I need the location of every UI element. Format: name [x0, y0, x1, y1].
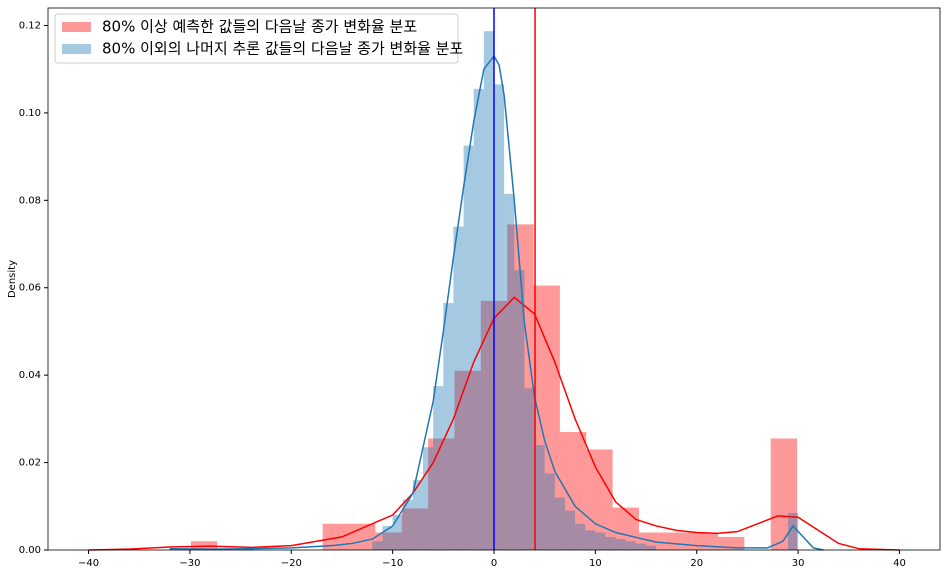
histogram-bar: [402, 499, 413, 550]
histogram-bar: [463, 145, 474, 550]
histogram-bar: [665, 532, 692, 550]
histogram-bar: [483, 31, 494, 550]
histogram-bar: [375, 532, 402, 550]
legend-swatch: [62, 44, 91, 54]
histogram-bar: [605, 536, 616, 550]
histogram-bar: [412, 480, 424, 550]
histogram-bar: [646, 545, 657, 550]
x-tick-label: −40: [78, 558, 99, 569]
histogram-bar: [770, 438, 798, 550]
histogram-bar: [454, 370, 481, 550]
legend-box: [54, 13, 459, 64]
histogram-bar: [423, 447, 434, 550]
y-tick-label: 0.02: [19, 458, 41, 469]
histogram-bar: [564, 510, 576, 550]
y-tick-label: 0.04: [19, 370, 41, 381]
kde-line: [88, 296, 900, 551]
y-axis-label: Density: [7, 260, 18, 298]
x-tick-label: 40: [893, 558, 906, 569]
histogram-bar: [625, 541, 636, 550]
y-tick-label: 0.08: [19, 195, 41, 206]
x-tick-label: −10: [382, 558, 403, 569]
histogram-bar: [443, 303, 454, 550]
y-tick-label: 0.12: [19, 20, 41, 31]
histogram-bar: [382, 525, 393, 550]
histogram-bar: [612, 507, 639, 550]
plot-frame: [47, 7, 941, 551]
histogram-bar: [595, 532, 606, 550]
x-tick-label: 0: [491, 558, 497, 569]
histogram-bar: [473, 88, 484, 550]
histogram-bar: [635, 543, 647, 550]
histogram-bar: [392, 515, 403, 550]
histogram-bar: [554, 497, 565, 550]
x-tick-label: −20: [281, 558, 302, 569]
kde-line: [169, 54, 824, 551]
histogram-bar: [615, 539, 626, 550]
y-tick-label: 0.00: [19, 545, 41, 556]
x-tick-label: 30: [792, 558, 805, 569]
x-tick-label: 10: [589, 558, 602, 569]
histogram-bar: [433, 386, 444, 550]
legend-label: 80% 이상 예측한 값들의 다음날 종가 변화율 분포: [102, 18, 417, 36]
histogram-bar: [428, 438, 455, 550]
y-tick-label: 0.06: [19, 283, 41, 294]
histogram-bar: [559, 431, 587, 550]
legend-label: 80% 이외의 나머지 추론 값들의 다음날 종가 변화율 분포: [102, 40, 463, 58]
histogram-bar: [585, 530, 596, 550]
histogram-bar: [691, 532, 719, 550]
histogram-bar: [524, 388, 535, 550]
histogram-bar: [504, 193, 515, 551]
histogram-bar: [787, 512, 799, 550]
histogram-bar: [575, 523, 586, 550]
histogram-bar: [372, 541, 383, 550]
histogram-bar: [586, 449, 613, 550]
histogram-bar: [401, 508, 429, 550]
histogram-bar: [533, 285, 560, 550]
legend-swatch: [62, 22, 91, 32]
histogram-bar: [544, 473, 555, 550]
histogram-bar: [494, 84, 505, 550]
histogram-bar: [453, 226, 464, 550]
x-tick-label: −30: [179, 558, 200, 569]
histogram-bar: [534, 445, 545, 550]
x-tick-label: 20: [690, 558, 703, 569]
y-tick-label: 0.10: [19, 108, 41, 119]
histogram-bar: [514, 270, 525, 550]
